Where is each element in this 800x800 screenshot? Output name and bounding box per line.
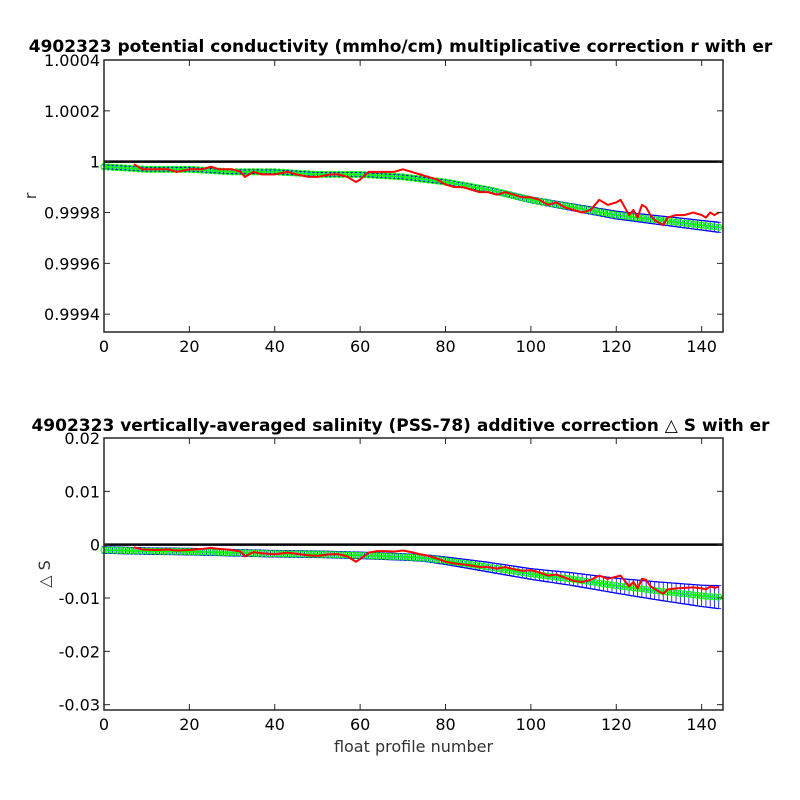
plot-area: [104, 438, 723, 710]
x-tick-label: 60: [350, 715, 370, 734]
chart-title: 4902323 potential conductivity (mmho/cm)…: [29, 37, 773, 57]
x-tick-label: 100: [516, 337, 547, 356]
plot-area: [104, 60, 723, 332]
x-tick-label: 140: [686, 337, 717, 356]
y-tick-label: -0.01: [59, 589, 100, 608]
y-tick-label: 0.02: [64, 429, 100, 448]
y-tick-label: 0: [90, 536, 100, 555]
error-lower-envelope: [103, 168, 719, 233]
chart-panel-1: 4902323 potential conductivity (mmho/cm)…: [21, 37, 773, 356]
series-estimate: [133, 163, 720, 227]
estimate-line: [133, 546, 719, 595]
x-tick-label: 40: [265, 715, 285, 734]
y-tick-label: 1: [90, 153, 100, 172]
x-axis-label: float profile number: [334, 737, 494, 756]
fit-line: [103, 166, 724, 229]
x-tick-label: 140: [686, 715, 717, 734]
axes-frame: [103, 59, 724, 333]
estimate-line: [133, 163, 720, 227]
x-tick-label: 20: [179, 715, 199, 734]
y-tick-label: 0.9998: [44, 204, 100, 223]
x-tick-label: 0: [99, 337, 109, 356]
x-tick-label: 100: [516, 715, 547, 734]
x-tick-label: 80: [435, 337, 455, 356]
chart-panel-2: 4902323 vertically-averaged salinity (PS…: [31, 416, 770, 756]
y-tick-label: 0.9994: [44, 305, 100, 324]
x-tick-label: 60: [350, 337, 370, 356]
series-estimate: [133, 546, 719, 595]
y-tick-label: 0.9996: [44, 254, 100, 273]
chart-title: 4902323 vertically-averaged salinity (PS…: [31, 416, 770, 436]
x-tick-label: 20: [179, 337, 199, 356]
y-axis-label: r: [21, 192, 40, 199]
y-tick-label: 1.0002: [44, 102, 100, 121]
fit-line: [103, 549, 724, 599]
y-tick-label: -0.02: [59, 642, 100, 661]
y-tick-label: -0.03: [59, 696, 100, 715]
x-tick-label: 0: [99, 715, 109, 734]
x-tick-label: 120: [601, 715, 632, 734]
x-tick-label: 80: [435, 715, 455, 734]
y-tick-label: 0.01: [64, 482, 100, 501]
axes-frame: [103, 437, 724, 711]
x-tick-label: 120: [601, 337, 632, 356]
x-tick-label: 40: [265, 337, 285, 356]
y-axis-label: △ S: [35, 560, 54, 588]
y-tick-label: 1.0004: [44, 51, 100, 70]
